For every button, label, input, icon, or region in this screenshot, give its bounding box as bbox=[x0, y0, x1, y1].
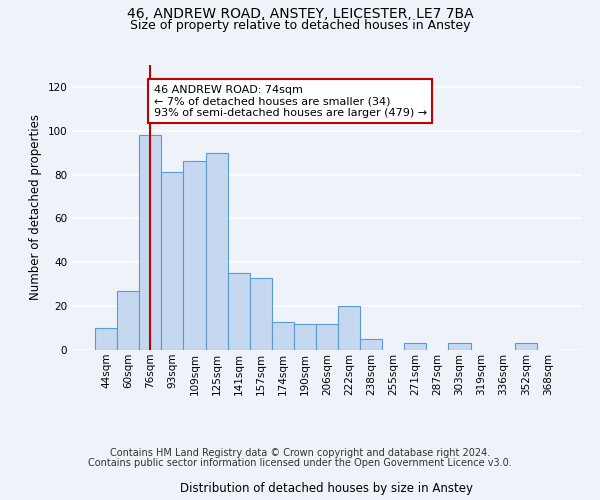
Text: Distribution of detached houses by size in Anstey: Distribution of detached houses by size … bbox=[181, 482, 473, 495]
Bar bbox=[161, 172, 184, 350]
Bar bbox=[227, 274, 250, 350]
Bar bbox=[184, 162, 206, 350]
Text: Contains HM Land Registry data © Crown copyright and database right 2024.: Contains HM Land Registry data © Crown c… bbox=[110, 448, 490, 458]
Y-axis label: Number of detached properties: Number of detached properties bbox=[29, 114, 42, 300]
Bar bbox=[117, 291, 139, 350]
Bar bbox=[250, 278, 272, 350]
Bar bbox=[515, 344, 537, 350]
Text: Contains public sector information licensed under the Open Government Licence v3: Contains public sector information licen… bbox=[88, 458, 512, 468]
Bar bbox=[338, 306, 360, 350]
Bar bbox=[316, 324, 338, 350]
Bar bbox=[139, 135, 161, 350]
Bar bbox=[294, 324, 316, 350]
Bar bbox=[206, 152, 227, 350]
Bar bbox=[448, 344, 470, 350]
Bar bbox=[360, 339, 382, 350]
Text: 46, ANDREW ROAD, ANSTEY, LEICESTER, LE7 7BA: 46, ANDREW ROAD, ANSTEY, LEICESTER, LE7 … bbox=[127, 8, 473, 22]
Bar bbox=[95, 328, 117, 350]
Bar bbox=[404, 344, 427, 350]
Text: 46 ANDREW ROAD: 74sqm
← 7% of detached houses are smaller (34)
93% of semi-detac: 46 ANDREW ROAD: 74sqm ← 7% of detached h… bbox=[154, 84, 427, 118]
Bar bbox=[272, 322, 294, 350]
Text: Size of property relative to detached houses in Anstey: Size of property relative to detached ho… bbox=[130, 19, 470, 32]
